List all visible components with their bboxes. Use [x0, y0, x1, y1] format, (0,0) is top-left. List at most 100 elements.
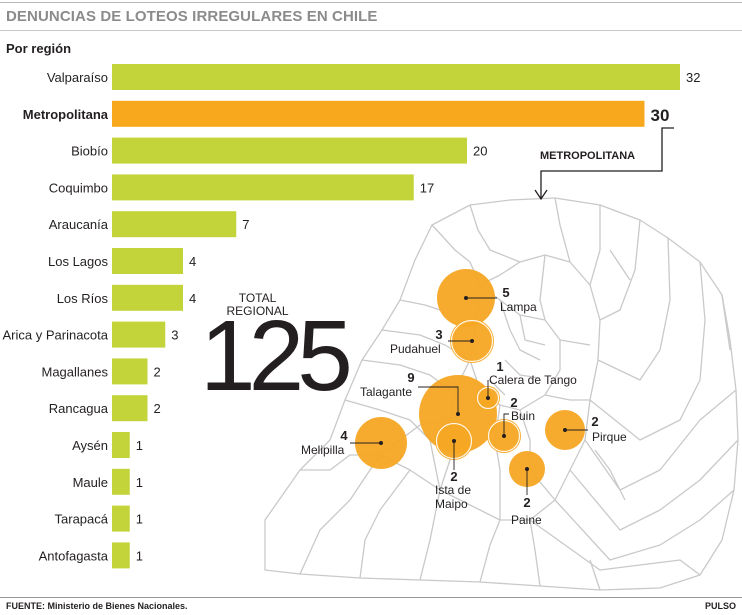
map-border: [589, 205, 601, 286]
map-title: METROPOLITANA: [540, 150, 636, 162]
title-rule: [0, 30, 742, 31]
value-label: 2: [154, 401, 161, 416]
value-label: 1: [136, 475, 143, 490]
value-label: 1: [136, 548, 143, 563]
pointer-line: [540, 127, 674, 198]
bubble-value: 9: [407, 370, 414, 385]
leader-line: [503, 413, 509, 436]
bubble-value: 2: [523, 495, 530, 510]
bubble-name: Buin: [511, 409, 535, 423]
map-border: [584, 389, 737, 491]
bar: [112, 248, 183, 274]
value-label: 2: [154, 364, 161, 379]
brand-label: PULSO: [704, 601, 736, 611]
leader-dot: [452, 439, 456, 443]
leader-dot: [486, 396, 490, 400]
bar: [112, 284, 183, 311]
category-label: Araucanía: [49, 217, 109, 232]
bubble-name: Melipilla: [301, 443, 345, 457]
value-label: 30: [651, 106, 670, 125]
bubble-value: 2: [510, 395, 517, 410]
category-label: Los Lagos: [48, 254, 108, 269]
map-border: [609, 249, 631, 281]
leader-dot: [464, 296, 468, 300]
map-border: [554, 197, 571, 263]
source-note: FUENTE: Ministerio de Bienes Nacionales.: [6, 601, 188, 611]
bubble-name: Paine: [511, 513, 542, 527]
bubble-value: 5: [502, 285, 509, 300]
category-label: Aysén: [72, 438, 108, 453]
footer-rule: [0, 597, 742, 598]
leader-dot: [470, 339, 474, 343]
bar: [112, 468, 130, 495]
map-border: [300, 224, 601, 521]
map-border: [359, 469, 411, 579]
value-label: 1: [136, 438, 143, 453]
leader-line: [418, 386, 459, 414]
chart-title: DENUNCIAS DE LOTEOS IRREGULARES EN CHILE: [6, 8, 378, 25]
map-border: [469, 204, 521, 263]
leader-dot: [525, 467, 529, 471]
bubble-name: Pirque: [592, 430, 627, 444]
leader-dot: [456, 412, 460, 416]
bar: [112, 358, 148, 385]
bubble-name: Talagante: [360, 385, 412, 399]
bubble-name: Pudahuel: [390, 342, 441, 356]
pointer-arrowhead: [534, 189, 548, 201]
value-label: 4: [189, 254, 196, 269]
category-label: Los Ríos: [57, 291, 109, 306]
total-label-line2: REGIONAL: [226, 304, 289, 318]
map-border: [399, 299, 441, 311]
leader-dot: [502, 434, 506, 438]
bar: [112, 137, 467, 164]
map-border: [721, 294, 731, 351]
bubble-value: 1: [496, 359, 503, 374]
category-label: Tarapacá: [55, 512, 109, 527]
category-label: Metropolitana: [23, 107, 109, 122]
map-border: [344, 399, 441, 491]
value-label: 17: [420, 180, 434, 195]
bar: [112, 395, 148, 422]
value-label: 32: [686, 70, 700, 85]
map-border: [419, 489, 441, 581]
total-value: 125: [200, 300, 353, 412]
bubble-value: 2: [450, 469, 457, 484]
bubble-value: 3: [435, 327, 442, 342]
map-border: [589, 559, 601, 591]
total-label-line1: TOTAL: [238, 291, 277, 305]
bar: [112, 432, 130, 458]
map-border: [504, 359, 541, 379]
value-label: 1: [136, 512, 143, 527]
map-border: [539, 254, 546, 321]
map-border: [499, 299, 541, 361]
map-border: [519, 314, 546, 346]
leader-dot: [563, 428, 567, 432]
map-border: [529, 519, 701, 576]
map-border: [559, 339, 591, 346]
bar: [112, 542, 130, 569]
bar: [112, 211, 237, 238]
bubble-value: 2: [591, 414, 598, 429]
bubble-value: 4: [340, 428, 348, 443]
map-border: [594, 449, 626, 501]
value-label: 7: [242, 217, 249, 232]
chart-subtitle: Por región: [6, 41, 72, 56]
bubble-name: Lampa: [500, 300, 537, 314]
category-label: Arica y Parinacota: [3, 328, 109, 343]
map-border: [569, 439, 739, 531]
bubble-name: Maipo: [435, 497, 468, 511]
map-border: [597, 237, 671, 381]
category-label: Coquimbo: [49, 180, 108, 195]
top-rule: [0, 2, 742, 3]
map-border: [529, 519, 541, 587]
category-label: Maule: [73, 475, 108, 490]
total-label: TOTAL REGIONAL: [220, 292, 295, 318]
category-label: Valparaíso: [47, 70, 108, 85]
bubble-name: Ista de: [435, 483, 471, 497]
bar: [112, 64, 680, 90]
category-label: Rancagua: [49, 401, 109, 416]
value-label: 20: [473, 144, 487, 159]
bar: [112, 505, 130, 532]
map-border: [589, 261, 706, 441]
